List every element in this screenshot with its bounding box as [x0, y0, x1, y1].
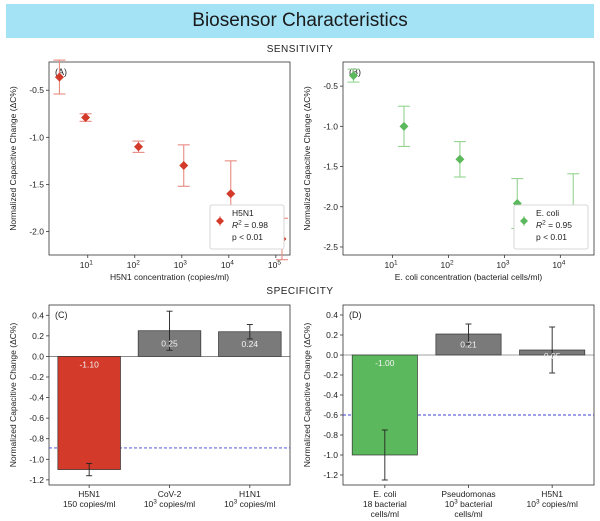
- y-tick-label: 0.2: [32, 331, 44, 341]
- x-tick-label: 101: [385, 260, 398, 271]
- panel-label: (A): [55, 67, 67, 77]
- data-point: [133, 142, 143, 152]
- data-label: -1.10: [79, 359, 99, 369]
- title-banner: Biosensor Characteristics: [6, 4, 594, 38]
- x-tick-label: 103 copies/ml: [144, 499, 195, 510]
- x-axis-label: E. coli concentration (bacterial cells/m…: [395, 272, 543, 282]
- legend-box: [513, 204, 589, 250]
- panel-label: (D): [349, 310, 362, 320]
- panel-label: (B): [349, 67, 361, 77]
- x-tick-label: 102: [440, 260, 453, 271]
- data-label: -1.00: [375, 358, 395, 368]
- x-tick-label: E. coli: [373, 489, 396, 499]
- legend-r2: R2 = 0.98: [232, 220, 268, 231]
- x-tick-label: 103: [496, 260, 509, 271]
- data-label: 0.21: [460, 340, 477, 350]
- x-tick-label: 18 bacterial: [363, 499, 407, 509]
- y-tick-label: -1.5: [29, 179, 44, 189]
- legend-p-value: p < 0.01: [536, 232, 567, 242]
- y-tick-label: 0.0: [32, 351, 44, 361]
- x-tick-label: cells/ml: [454, 509, 482, 519]
- y-tick-label: -2.0: [29, 226, 44, 236]
- y-tick-label: -0.5: [323, 81, 338, 91]
- data-point: [226, 189, 236, 199]
- y-tick-label: -0.2: [29, 372, 44, 382]
- y-tick-label: 0.4: [326, 310, 338, 320]
- data-label: 0.05: [544, 351, 561, 361]
- x-tick-label: CoV-2: [158, 489, 182, 499]
- data-point: [81, 113, 91, 123]
- legend-box: [209, 204, 285, 250]
- page-title: Biosensor Characteristics: [192, 10, 408, 31]
- x-tick-label: 150 copies/ml: [63, 499, 116, 509]
- data-point: [179, 161, 189, 171]
- y-tick-label: -1.0: [29, 132, 44, 142]
- x-tick-label: 101: [80, 260, 93, 271]
- x-tick-label: H5N1: [78, 489, 100, 499]
- y-tick-label: -1.0: [323, 450, 338, 460]
- y-tick-label: -2.0: [323, 202, 338, 212]
- y-axis-label: Normalized Capacitive Change (ΔC%): [302, 86, 312, 231]
- y-axis-label: Normalized Capacitive Change (ΔC%): [302, 323, 312, 468]
- y-tick-label: -0.8: [323, 430, 338, 440]
- y-tick-label: -1.2: [323, 470, 338, 480]
- x-tick-label: 102: [127, 260, 140, 271]
- y-tick-label: -0.4: [29, 393, 44, 403]
- y-tick-label: 0.0: [326, 350, 338, 360]
- legend-marker: [216, 217, 224, 225]
- x-tick-label: H5N1: [541, 489, 563, 499]
- x-tick-label: Pseudomonas: [441, 489, 495, 499]
- x-tick-label: H1N1: [239, 489, 261, 499]
- panel-label: (C): [55, 310, 68, 320]
- legend-p-value: p < 0.01: [232, 232, 263, 242]
- legend-marker: [520, 217, 528, 225]
- y-tick-label: -1.0: [323, 121, 338, 131]
- y-axis-label: Normalized Capacitive Change (ΔC%): [8, 323, 18, 468]
- x-tick-label: 104: [221, 260, 234, 271]
- x-tick-label: 103: [174, 260, 187, 271]
- x-tick-label: cells/ml: [371, 509, 399, 519]
- section-label-specificity: SPECIFICITY: [266, 286, 334, 297]
- legend-label: E. coli: [536, 208, 559, 218]
- x-axis-label: H5N1 concentration (copies/ml): [110, 272, 229, 282]
- y-axis-label: Normalized Capacitive Change (ΔC%): [8, 86, 18, 231]
- data-point: [455, 154, 465, 164]
- data-label: 0.25: [161, 339, 178, 349]
- y-tick-label: -0.6: [29, 413, 44, 423]
- y-tick-label: -0.6: [323, 410, 338, 420]
- y-tick-label: -0.8: [29, 434, 44, 444]
- y-tick-label: 0.4: [32, 310, 44, 320]
- x-tick-label: 105: [268, 260, 281, 271]
- plot-frame: [342, 61, 595, 256]
- plot-frame: [48, 61, 291, 256]
- x-tick-label: 103 copies/ml: [526, 499, 577, 510]
- data-label: 0.24: [242, 339, 259, 349]
- y-tick-label: -1.2: [29, 475, 44, 485]
- y-tick-label: -0.5: [29, 85, 44, 95]
- data-point: [399, 121, 409, 131]
- y-tick-label: -0.2: [323, 370, 338, 380]
- y-tick-label: -1.5: [323, 162, 338, 172]
- y-tick-label: -2.5: [323, 242, 338, 252]
- x-tick-label: 103 bacterial: [445, 499, 493, 510]
- y-tick-label: -1.0: [29, 454, 44, 464]
- y-tick-label: -0.4: [323, 390, 338, 400]
- y-tick-label: 0.2: [326, 330, 338, 340]
- data-point: [54, 72, 64, 82]
- legend-r2: R2 = 0.95: [536, 220, 572, 231]
- x-tick-label: 104: [552, 260, 565, 271]
- data-point: [348, 71, 358, 81]
- legend-label: H5N1: [232, 208, 254, 218]
- bar: [57, 356, 121, 470]
- section-label-sensitivity: SENSITIVITY: [266, 44, 334, 55]
- x-tick-label: 103 copies/ml: [224, 499, 275, 510]
